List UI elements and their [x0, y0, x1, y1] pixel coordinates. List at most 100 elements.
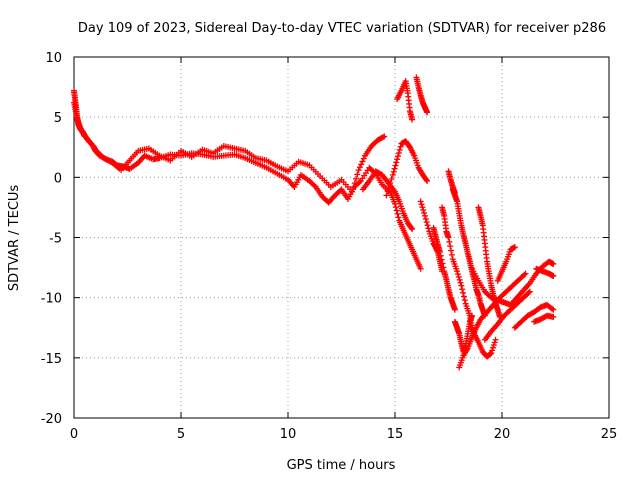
data-point	[421, 209, 428, 216]
grid-lines	[74, 57, 609, 418]
x-tick-label: 25	[601, 427, 618, 442]
data-point	[383, 192, 390, 199]
data-point	[423, 219, 430, 226]
data-point	[549, 305, 556, 312]
data-point	[423, 176, 430, 183]
data-point	[356, 164, 363, 171]
data-point	[393, 207, 400, 214]
data-point	[448, 251, 455, 258]
data-point	[356, 179, 363, 186]
data-point	[395, 150, 402, 157]
data-point	[419, 204, 426, 211]
data-point	[354, 171, 361, 178]
data-point	[420, 207, 427, 214]
data-point	[451, 306, 458, 313]
data-point	[445, 234, 452, 241]
data-point	[424, 222, 431, 229]
data-point	[424, 177, 431, 184]
data-point	[550, 306, 557, 313]
data-point	[526, 288, 533, 295]
data-point	[460, 289, 467, 296]
y-tick-label: 5	[54, 111, 62, 126]
data-point	[408, 224, 415, 231]
axis-ticks: 0 5 10 15 20 25 -20 -15 -10 -5 0 5 10	[41, 51, 618, 442]
y-tick-label: -15	[41, 352, 62, 367]
data-point	[360, 155, 367, 162]
data-point	[359, 158, 366, 165]
data-point	[353, 175, 360, 182]
data-point	[349, 188, 356, 195]
data-point	[397, 143, 404, 150]
data-point	[384, 188, 391, 195]
data-point	[355, 167, 362, 174]
data-point	[386, 184, 393, 191]
data-point	[525, 289, 532, 296]
data-point	[351, 180, 358, 187]
data-points	[71, 74, 557, 371]
data-point	[461, 297, 468, 304]
data-point	[421, 212, 428, 219]
data-point	[487, 350, 494, 357]
data-point	[380, 134, 387, 141]
x-tick-label: 10	[280, 427, 297, 442]
data-point	[511, 244, 518, 251]
data-point	[392, 200, 398, 207]
data-point	[417, 265, 424, 272]
data-point	[395, 214, 402, 221]
data-point	[460, 293, 467, 300]
data-point	[550, 260, 557, 267]
data-point	[447, 243, 454, 250]
data-point	[387, 180, 394, 187]
data-point	[454, 271, 461, 278]
data-point	[550, 313, 557, 320]
y-tick-label: -20	[41, 412, 62, 427]
data-point	[409, 226, 416, 233]
y-tick-label: -5	[49, 232, 62, 247]
data-point	[451, 189, 458, 196]
data-point	[456, 276, 463, 283]
chart-title: Day 109 of 2023, Sidereal Day-to-day VTE…	[78, 21, 606, 36]
x-tick-label: 15	[387, 427, 404, 442]
data-point	[418, 201, 425, 208]
data-point	[396, 146, 403, 153]
data-point	[393, 159, 400, 166]
data-point	[448, 247, 455, 254]
x-tick-label: 5	[177, 427, 185, 442]
data-point	[422, 215, 429, 222]
data-point	[521, 271, 528, 278]
data-point	[389, 171, 396, 178]
data-point	[438, 256, 445, 263]
data-point	[358, 161, 365, 168]
data-point	[392, 204, 399, 211]
data-point	[409, 116, 416, 123]
data-point	[440, 264, 447, 271]
data-point	[492, 336, 499, 343]
data-point	[311, 182, 318, 189]
data-point	[390, 168, 397, 175]
y-tick-label: 10	[45, 51, 62, 66]
data-point	[458, 282, 465, 289]
data-point	[436, 248, 443, 255]
data-point	[392, 162, 399, 169]
data-point	[388, 176, 395, 183]
data-point	[550, 273, 557, 280]
data-point	[381, 133, 388, 140]
data-point	[437, 252, 444, 259]
data-point	[457, 279, 464, 286]
data-point	[469, 312, 476, 319]
data-point	[446, 238, 453, 245]
x-tick-label: 0	[70, 427, 78, 442]
data-point	[459, 286, 466, 293]
data-point	[391, 165, 398, 172]
data-point	[455, 273, 462, 280]
data-point	[350, 184, 357, 191]
data-point	[417, 198, 424, 205]
y-tick-label: -10	[41, 292, 62, 307]
y-axis-label: SDTVAR / TECUs	[7, 185, 22, 292]
data-point	[394, 153, 401, 160]
data-point	[425, 225, 432, 232]
x-axis-label: GPS time / hours	[287, 458, 396, 473]
x-tick-label: 20	[494, 427, 511, 442]
data-point	[424, 109, 431, 116]
